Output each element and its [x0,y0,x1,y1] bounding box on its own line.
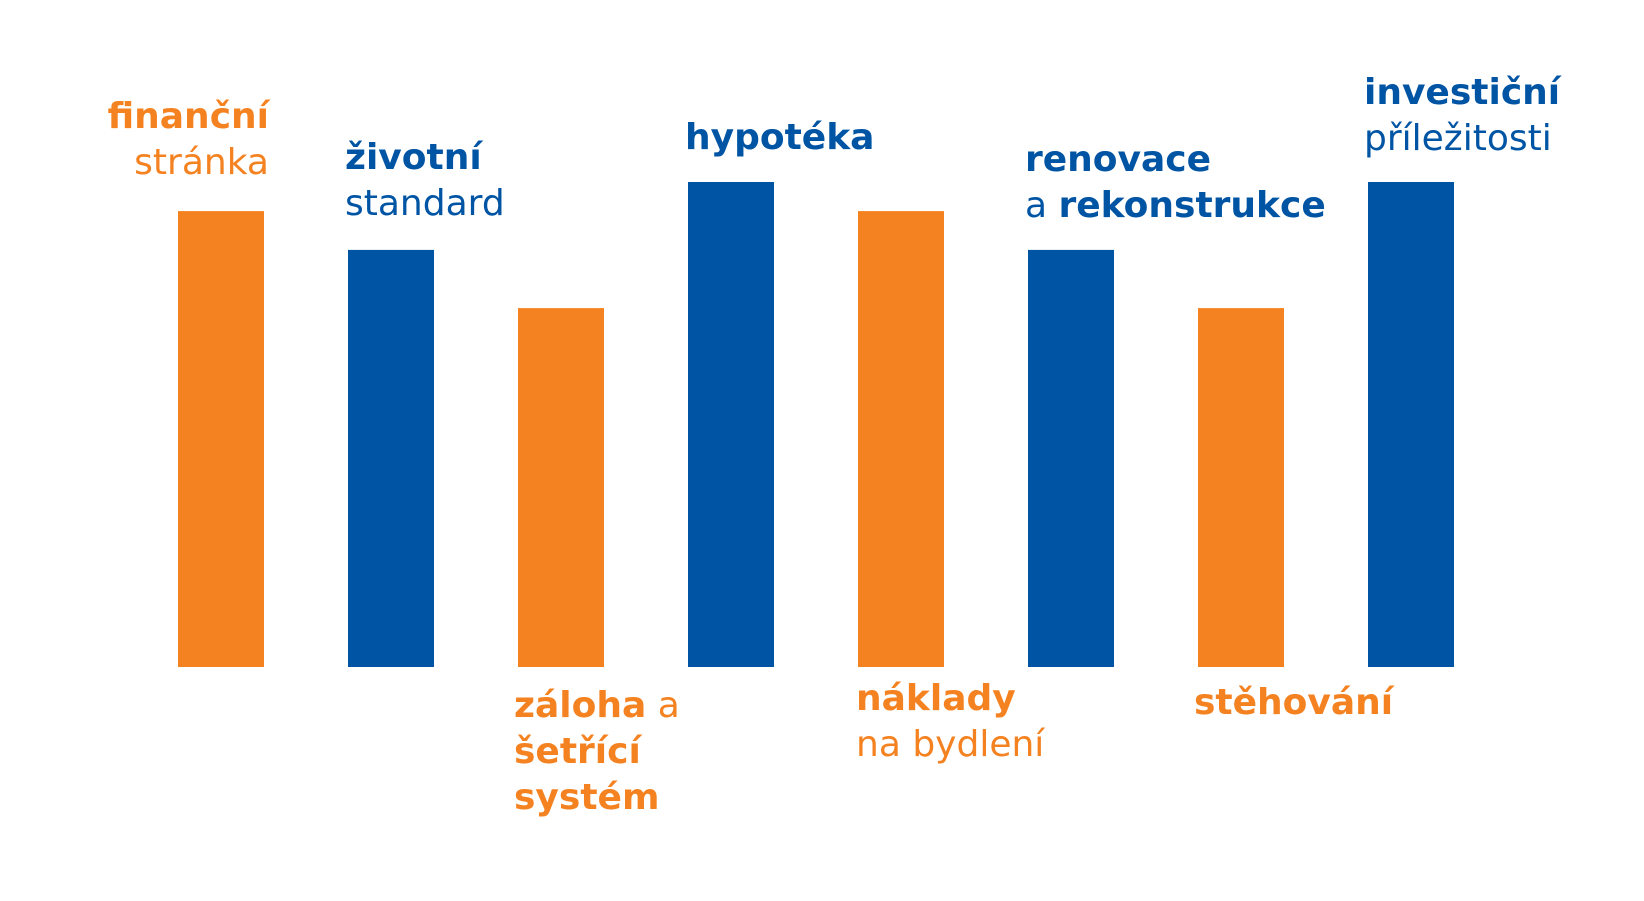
label-part-prilezitosti: příležitosti [1364,118,1552,159]
bar-7 [1198,308,1284,667]
bar-6 [1028,249,1114,667]
label-renovace-a-rekonstrukce: renovace a rekonstrukce [1025,137,1326,229]
label-part-financni: finanční [107,96,269,137]
label-investicni-prilezitosti: investiční příležitosti [1364,70,1560,162]
label-part-hypoteka: hypotéka [685,117,875,158]
bar-8 [1368,182,1454,667]
label-part-zaloha: záloha [514,685,647,726]
bar-5 [858,211,944,667]
label-part-naklady: náklady [856,678,1016,719]
bar-4 [688,182,774,667]
label-part-system: systém [514,777,660,818]
label-part-stranka: stránka [134,142,269,183]
bar-1 [178,211,264,667]
label-zivotni-standard: životní standard [345,135,505,227]
label-part-na-bydleni: na bydlení [856,724,1045,765]
label-naklady-na-bydleni: náklady na bydlení [856,676,1044,768]
label-part-a: a [657,685,680,726]
label-part-a2: a [1025,185,1048,226]
label-part-standard: standard [345,183,505,224]
label-part-zivotni: životní [345,137,482,178]
label-part-rekonstrukce: rekonstrukce [1058,185,1326,226]
label-part-investicni: investiční [1364,72,1561,113]
label-stehovani: stěhování [1194,680,1393,726]
label-hypoteka: hypotéka [685,115,874,161]
label-part-stehovani: stěhování [1194,682,1394,723]
label-financni-stranka: finanční stránka [107,94,269,186]
label-zaloha-setrici-system: záloha a šetřící systém [514,683,680,821]
bars-group [178,182,1454,667]
label-part-renovace: renovace [1025,139,1212,180]
bar-3 [518,308,604,667]
label-part-setrici: šetřící [514,731,641,772]
bar-2 [348,249,434,667]
